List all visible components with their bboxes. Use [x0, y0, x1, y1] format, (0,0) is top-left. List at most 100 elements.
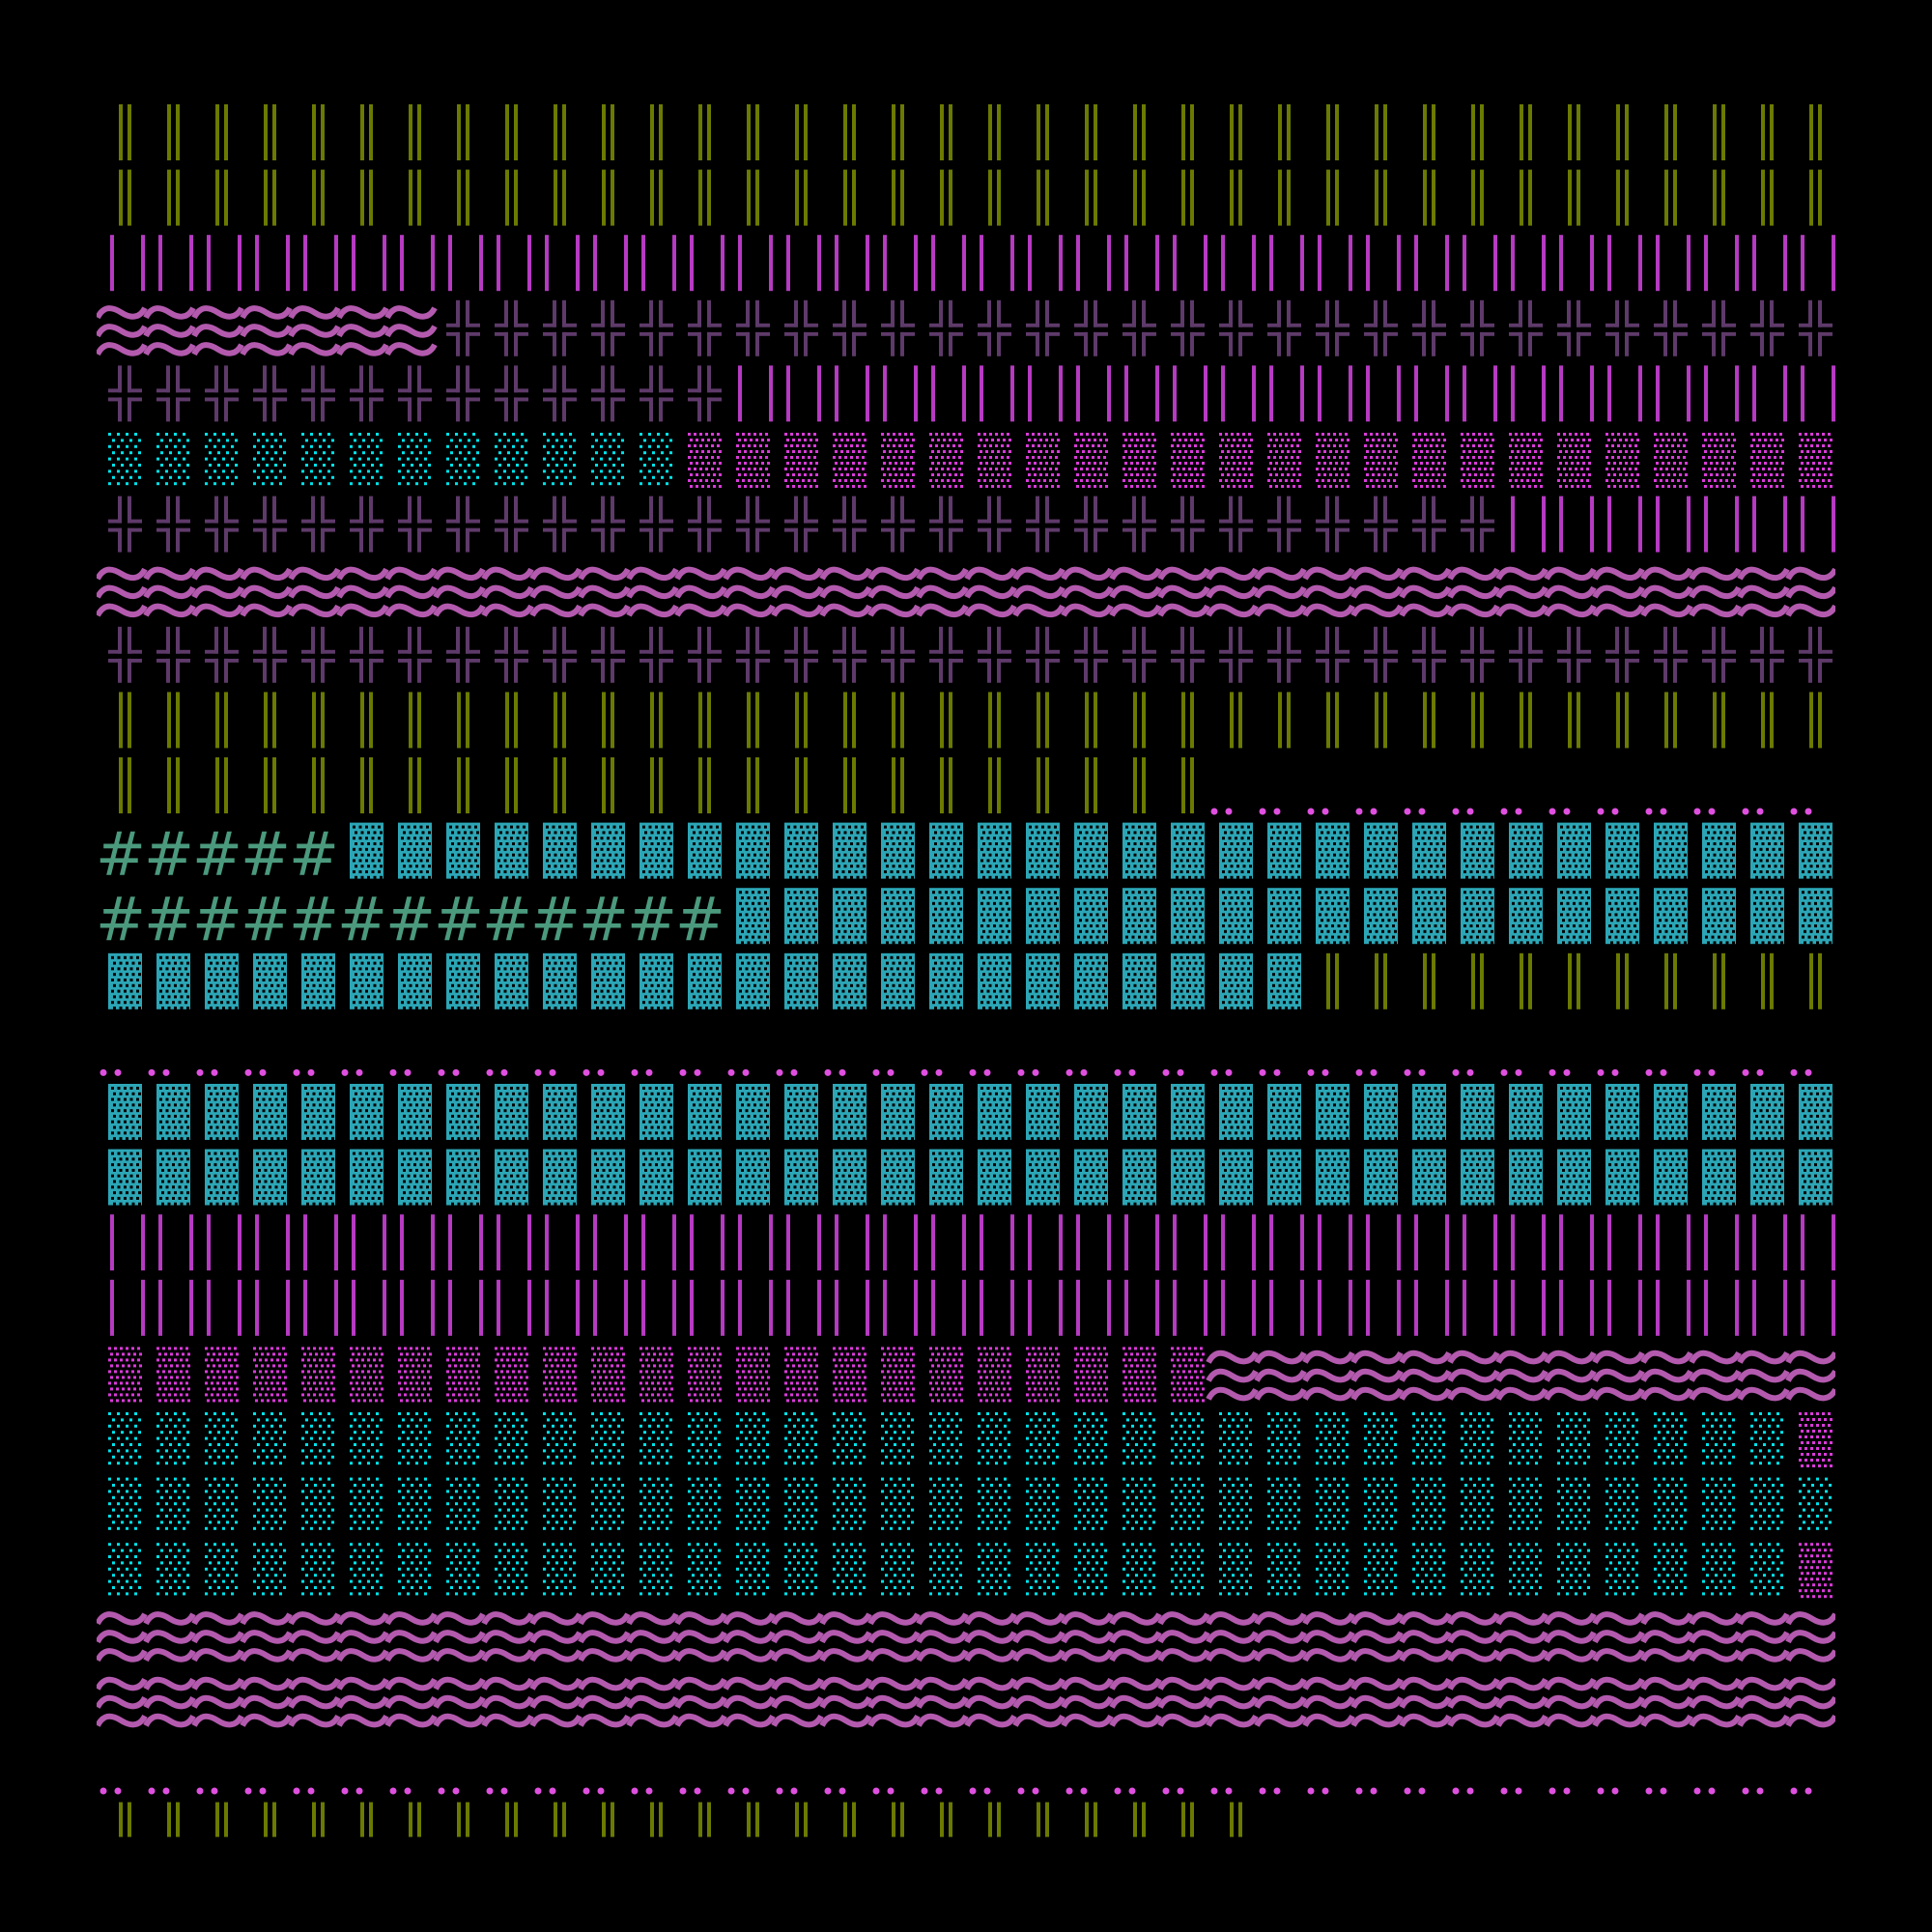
- wave-glyph: [1061, 1676, 1114, 1728]
- wave-glyph: [384, 305, 438, 356]
- teal-block: [978, 822, 1011, 879]
- magenta-dot-block: [881, 1347, 915, 1403]
- olive-double-bar: [1664, 104, 1677, 160]
- olive-double-bar: [1616, 169, 1629, 226]
- cross-glyph: [108, 365, 142, 422]
- olive-double-bar: [360, 1802, 373, 1837]
- magenta-bar-pair: [1173, 235, 1208, 292]
- pink-dot-pair: [1645, 1787, 1667, 1795]
- magenta-bar-pair: [1511, 496, 1546, 553]
- cross-glyph: [1750, 299, 1784, 356]
- wave-glyph: [1012, 1676, 1065, 1728]
- wave-glyph: [384, 566, 438, 618]
- magenta-dot-block: [1702, 433, 1736, 488]
- wave-glyph: [819, 566, 872, 618]
- pink-dot-pair: [1452, 808, 1474, 815]
- cyan-dot-block: [1799, 1477, 1832, 1530]
- olive-double-bar: [264, 757, 276, 813]
- wave-glyph: [336, 1676, 389, 1728]
- teal-block: [253, 952, 287, 1009]
- olive-double-bar: [1375, 169, 1387, 226]
- teal-block: [1654, 822, 1688, 879]
- teal-block: [736, 952, 770, 1009]
- teal-block: [543, 952, 577, 1009]
- teal-block: [1267, 888, 1301, 945]
- magenta-bar-pair: [931, 1279, 966, 1336]
- cyan-dot-block: [1605, 1477, 1638, 1530]
- cyan-dot-block: [156, 1477, 189, 1530]
- cyan-dot-block: [1316, 1412, 1349, 1465]
- pink-dot-pair: [1017, 1068, 1039, 1076]
- pink-dot-pair: [1307, 1787, 1329, 1795]
- cyan-dot-block: [1557, 1477, 1590, 1530]
- cyan-dot-block: [978, 1477, 1010, 1530]
- magenta-bar-pair: [786, 235, 821, 292]
- teal-block: [1750, 888, 1784, 945]
- cyan-dot-block: [1412, 1412, 1445, 1465]
- teal-block: [350, 1084, 384, 1141]
- olive-double-bar: [602, 169, 614, 226]
- cross-glyph: [688, 365, 722, 422]
- olive-double-bar: [215, 169, 228, 226]
- magenta-dot-block: [543, 1347, 577, 1403]
- cyan-dot-block: [1026, 1543, 1059, 1596]
- cyan-dot-block: [543, 1412, 576, 1465]
- glyph-grid: ##################: [97, 104, 1835, 1837]
- teal-block: [1267, 1149, 1301, 1206]
- pink-dot-pair: [969, 1787, 991, 1795]
- magenta-dot-block: [398, 1347, 432, 1403]
- cyan-dot-block: [301, 433, 334, 486]
- cross-glyph: [784, 496, 818, 553]
- pink-dot-pair: [1162, 1068, 1184, 1076]
- pink-dot-pair: [872, 1068, 895, 1076]
- wave-glyph: [1785, 566, 1835, 618]
- olive-double-bar: [264, 104, 276, 160]
- teal-block: [205, 952, 239, 1009]
- olive-double-bar: [119, 104, 131, 160]
- wave-glyph: [529, 1611, 582, 1662]
- cross-glyph: [784, 299, 818, 356]
- teal-block: [301, 1084, 335, 1141]
- pink-dot-pair: [1645, 808, 1667, 815]
- pink-dot-pair: [196, 1787, 218, 1795]
- wave-glyph: [626, 1611, 679, 1662]
- wave-glyph: [674, 1611, 727, 1662]
- olive-double-bar: [312, 1802, 325, 1837]
- cyan-dot-block: [253, 1477, 286, 1530]
- magenta-bar-pair: [738, 365, 773, 422]
- magenta-dot-block: [1026, 1347, 1060, 1403]
- magenta-bar-pair: [110, 1214, 145, 1271]
- olive-double-bar: [215, 692, 228, 749]
- magenta-bar-pair: [738, 1279, 773, 1336]
- magenta-dot-block: [1509, 433, 1543, 488]
- pink-dot-pair: [1114, 1068, 1136, 1076]
- olive-double-bar: [1616, 104, 1629, 160]
- pink-dot-pair: [438, 1068, 460, 1076]
- magenta-bar-pair: [207, 1279, 242, 1336]
- wave-glyph: [1640, 1611, 1693, 1662]
- wave-glyph: [336, 566, 389, 618]
- teal-block: [543, 1084, 577, 1141]
- cross-glyph: [1074, 299, 1108, 356]
- magenta-bar-pair: [1414, 235, 1449, 292]
- wave-glyph: [964, 1676, 1017, 1728]
- olive-double-bar: [1568, 952, 1580, 1009]
- pink-dot-pair: [582, 1068, 605, 1076]
- magenta-bar-pair: [352, 1279, 386, 1336]
- olive-double-bar: [409, 692, 421, 749]
- olive-double-bar: [1568, 692, 1580, 749]
- pink-dot-pair: [1500, 808, 1522, 815]
- olive-double-bar: [1230, 104, 1242, 160]
- pattern-row: [108, 496, 1835, 553]
- wave-glyph: [529, 1676, 582, 1728]
- magenta-bar-pair: [207, 235, 242, 292]
- cross-glyph: [784, 626, 818, 683]
- olive-double-bar: [1181, 1802, 1194, 1837]
- pattern-row: [97, 1611, 1835, 1662]
- magenta-bar-pair: [1511, 1214, 1546, 1271]
- magenta-bar-pair: [303, 1214, 338, 1271]
- magenta-bar-pair: [1607, 365, 1642, 422]
- cyan-dot-block: [833, 1543, 866, 1596]
- teal-block: [736, 888, 770, 945]
- cross-glyph: [736, 496, 770, 553]
